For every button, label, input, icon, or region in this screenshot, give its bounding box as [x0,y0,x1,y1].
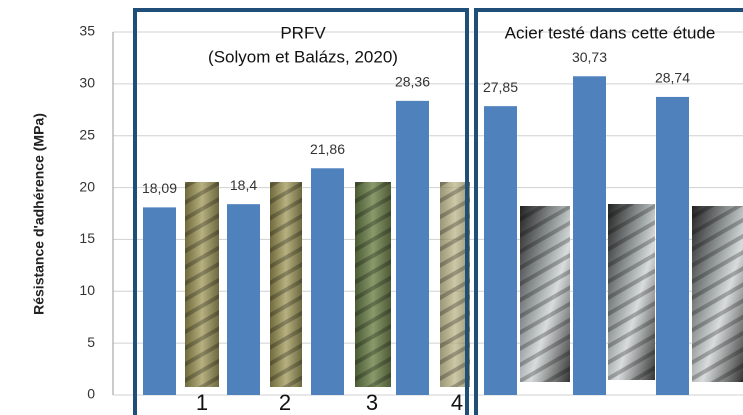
bar [396,101,429,395]
specimen-label: 3 [366,390,378,415]
y-tick-label: 15 [79,230,95,246]
y-tick-label: 35 [79,23,95,39]
annotation: Acier testé dans cette étude [505,23,716,42]
y-tick-label: 30 [79,75,95,91]
annotation: PRFV [280,23,326,42]
y-axis-title: Résistance d'adhérence (MPa) [31,113,47,315]
value-label: 21,86 [310,141,345,157]
value-label: 28,74 [655,70,690,86]
chart: Résistance d'adhérence (MPa) PRFV (Solyo… [0,0,743,415]
bar [573,76,606,395]
value-label: 27,85 [483,79,518,95]
value-label: 30,73 [572,49,607,65]
specimen-label: 2 [279,390,291,415]
specimen-label: 1 [196,390,208,415]
y-tick-label: 0 [87,386,95,402]
y-tick-label: 20 [79,178,95,194]
value-label: 18,09 [142,180,177,196]
bar [311,168,344,395]
y-tick-label: 10 [79,282,95,298]
annotation: (Solyom et Balázs, 2020) [208,47,398,66]
bar [484,106,517,395]
specimen-label: 4 [451,390,463,415]
y-tick-label: 5 [87,334,95,350]
y-tick-label: 25 [79,126,95,142]
bar [656,97,689,395]
bar [227,204,260,395]
value-label: 18,4 [230,177,257,193]
value-label: 28,36 [395,74,430,90]
bar [143,207,176,395]
